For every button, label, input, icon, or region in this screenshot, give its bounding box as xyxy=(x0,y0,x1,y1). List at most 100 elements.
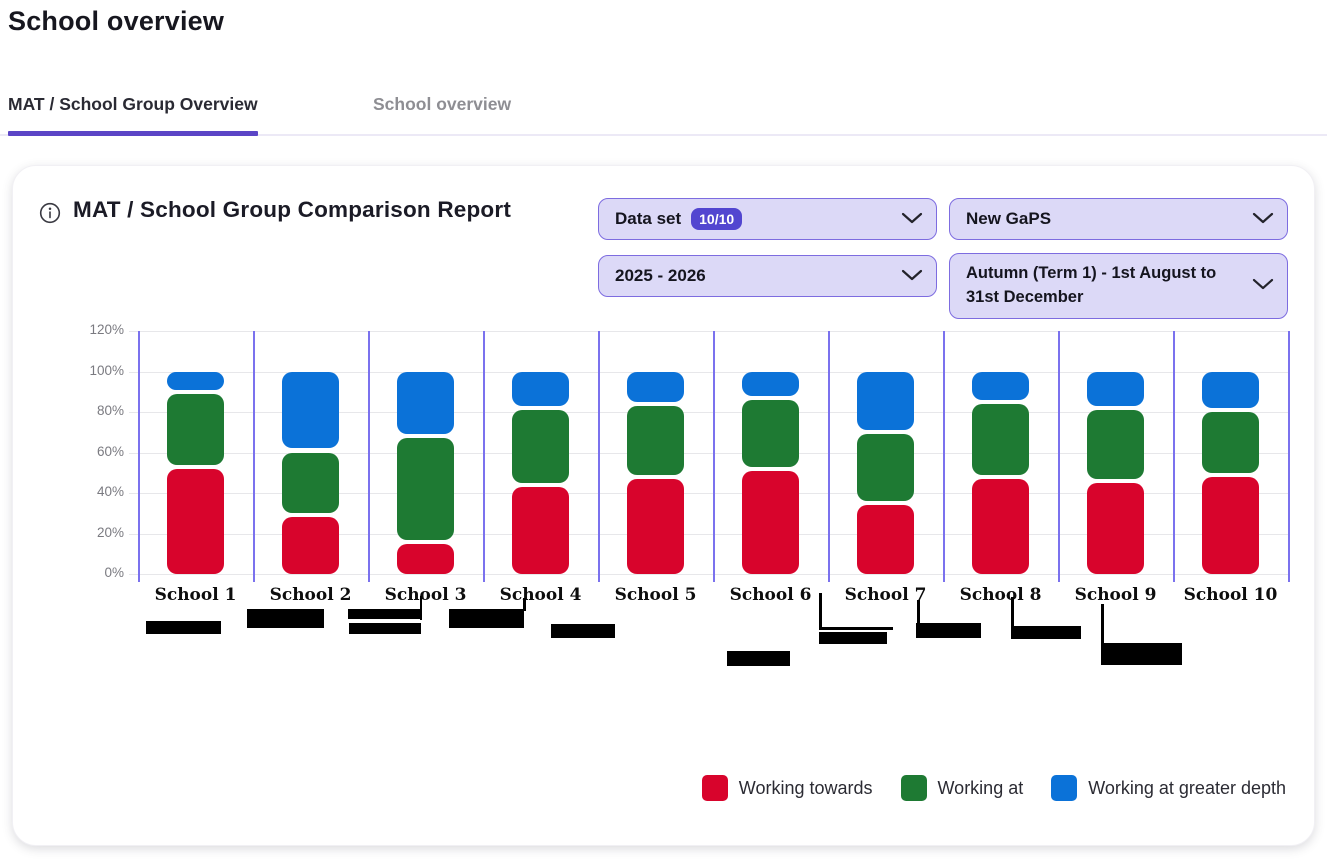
school-label: School 7 xyxy=(844,585,927,605)
redaction-mark xyxy=(1011,626,1081,639)
school-label: School 10 xyxy=(1183,585,1278,605)
bar-segment[interactable] xyxy=(1202,371,1259,408)
y-axis-tick-label: 80% xyxy=(96,403,124,418)
bar-segment[interactable] xyxy=(167,468,224,574)
column-separator-line xyxy=(253,331,255,582)
column-separator-line xyxy=(1173,331,1175,582)
tab-school-overview[interactable]: School overview xyxy=(373,94,511,136)
working-towards-swatch xyxy=(701,775,728,801)
bar-segment[interactable] xyxy=(1202,412,1259,473)
y-axis-tick-label: 100% xyxy=(89,362,124,378)
bar-segment[interactable] xyxy=(742,399,799,467)
y-axis-tick-label: 40% xyxy=(96,484,124,499)
y-gridline xyxy=(129,574,1288,575)
redaction-mark xyxy=(820,627,893,630)
redaction-mark xyxy=(146,621,221,634)
bar-segment[interactable] xyxy=(512,486,569,574)
bar-segment[interactable] xyxy=(282,452,339,514)
redaction-mark xyxy=(1101,604,1104,645)
chevron-down-icon xyxy=(1252,274,1274,298)
tab-bar-divider xyxy=(0,134,1327,136)
data-set-count-badge: 10/10 xyxy=(691,208,743,230)
bar-segment[interactable] xyxy=(512,409,569,483)
redaction-mark xyxy=(1011,597,1014,628)
card-title: MAT / School Group Comparison Report xyxy=(73,197,512,222)
legend-item-working-at[interactable]: Working at xyxy=(900,775,1023,801)
bar-segment[interactable] xyxy=(857,371,914,431)
y-gridline xyxy=(129,371,1288,373)
bar-segment[interactable] xyxy=(857,505,914,574)
chevron-down-icon xyxy=(901,209,923,229)
y-axis-tick-label: 60% xyxy=(96,443,124,459)
column-separator-line xyxy=(943,331,945,582)
gaps-type-dropdown[interactable]: New GaPS xyxy=(949,198,1288,240)
redaction-mark xyxy=(420,596,422,620)
tab-label: MAT / School Group Overview xyxy=(8,94,258,114)
school-label: School 1 xyxy=(154,585,237,605)
bar-segment[interactable] xyxy=(627,478,684,574)
bar-segment[interactable] xyxy=(627,371,684,402)
chevron-down-icon xyxy=(1252,209,1274,229)
bar-segment[interactable] xyxy=(397,438,454,540)
school-label: School 2 xyxy=(269,585,352,605)
school-label: School 4 xyxy=(499,585,582,605)
bar-segment[interactable] xyxy=(972,371,1029,400)
tab-bar: MAT / School Group Overview School overv… xyxy=(0,90,1327,136)
y-gridline xyxy=(129,412,1288,413)
column-separator-line xyxy=(483,331,485,582)
redaction-mark xyxy=(917,600,920,626)
school-label: School 6 xyxy=(729,585,812,605)
bar-segment[interactable] xyxy=(627,405,684,475)
term-dropdown[interactable]: Autumn (Term 1) - 1st August to 31st Dec… xyxy=(949,253,1288,319)
term-value: Autumn (Term 1) - 1st August to 31st Dec… xyxy=(966,264,1217,306)
page-title: School overview xyxy=(8,6,225,36)
bar-segment[interactable] xyxy=(1087,371,1144,406)
redaction-mark xyxy=(349,623,421,634)
column-separator-line xyxy=(1288,331,1290,582)
column-separator-line xyxy=(368,331,370,582)
legend-item-working-at-greater-depth[interactable]: Working at greater depth xyxy=(1051,775,1286,801)
bar-segment[interactable] xyxy=(397,543,454,574)
redaction-mark xyxy=(449,609,524,628)
column-separator-line xyxy=(713,331,715,582)
bar-segment[interactable] xyxy=(167,393,224,465)
info-icon[interactable] xyxy=(39,202,61,224)
column-separator-line xyxy=(1058,331,1060,582)
redaction-mark xyxy=(819,632,887,644)
column-separator-line xyxy=(138,331,140,582)
academic-year-dropdown[interactable]: 2025 - 2026 xyxy=(598,255,937,297)
working-at-swatch xyxy=(900,775,927,801)
chevron-down-icon xyxy=(901,266,923,286)
bar-segment[interactable] xyxy=(742,470,799,574)
bar-segment[interactable] xyxy=(742,371,799,396)
bar-segment[interactable] xyxy=(972,478,1029,574)
bar-segment[interactable] xyxy=(857,434,914,502)
redaction-mark xyxy=(916,623,981,638)
bar-segment[interactable] xyxy=(1087,482,1144,574)
bar-segment[interactable] xyxy=(282,517,339,574)
legend-label: Working at greater depth xyxy=(1088,777,1286,798)
y-axis-tick-label: 120% xyxy=(89,322,124,337)
bar-segment[interactable] xyxy=(282,371,339,449)
bar-segment[interactable] xyxy=(167,371,224,390)
bar-segment[interactable] xyxy=(397,371,454,435)
data-set-label: Data set xyxy=(615,209,682,228)
data-set-dropdown[interactable]: Data set 10/10 xyxy=(598,198,937,240)
redaction-mark xyxy=(727,651,790,666)
chart-legend: Working towards Working at Working at gr… xyxy=(701,775,1286,801)
tab-mat-school-group-overview[interactable]: MAT / School Group Overview xyxy=(8,94,258,136)
y-gridline xyxy=(129,533,1288,535)
y-gridline xyxy=(129,331,1288,332)
active-tab-underline xyxy=(8,131,258,136)
bar-segment[interactable] xyxy=(512,371,569,406)
y-axis-tick-label: 20% xyxy=(96,524,124,540)
bar-segment[interactable] xyxy=(1202,476,1259,574)
bar-segment[interactable] xyxy=(972,403,1029,475)
bar-segment[interactable] xyxy=(1087,409,1144,479)
legend-item-working-towards[interactable]: Working towards xyxy=(701,775,873,801)
column-separator-line xyxy=(828,331,830,582)
tab-label: School overview xyxy=(373,94,512,114)
redaction-mark xyxy=(551,624,615,638)
legend-label: Working towards xyxy=(738,777,873,798)
